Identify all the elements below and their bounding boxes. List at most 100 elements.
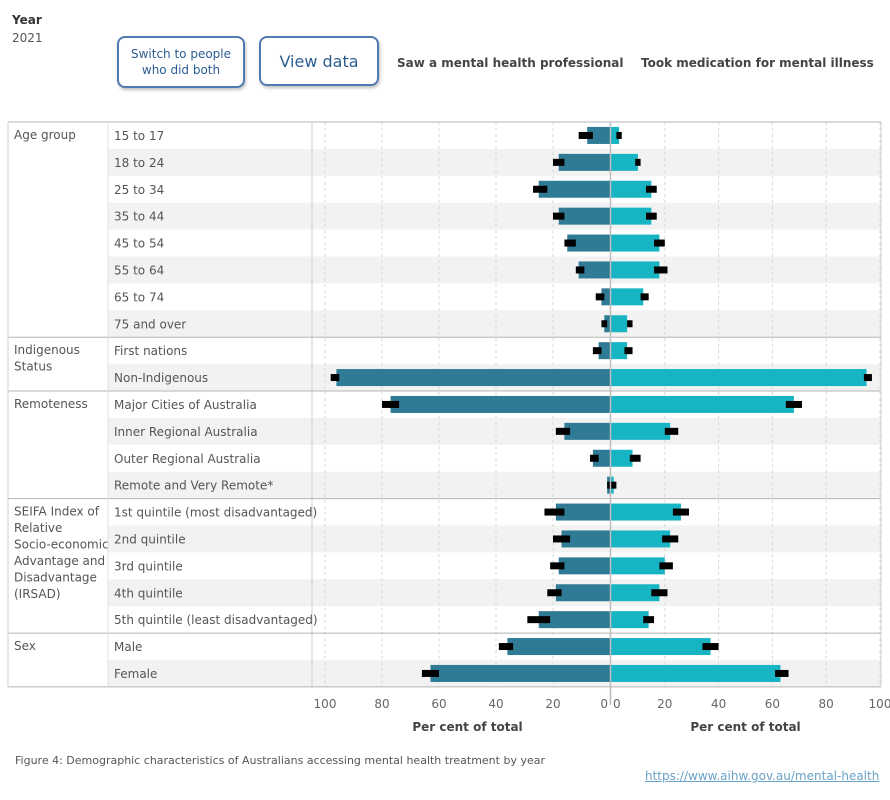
group-label: Age group <box>14 128 76 142</box>
row-band <box>108 202 881 230</box>
left-bar <box>555 584 610 602</box>
left-error-bar <box>564 239 576 247</box>
group-label: Sex <box>14 639 36 653</box>
left-error-bar <box>595 293 605 301</box>
right-bar <box>611 422 671 440</box>
category-label: First nations <box>114 344 187 358</box>
right-bar <box>611 557 665 575</box>
right-error-bar <box>645 185 657 193</box>
category-label: 25 to 34 <box>114 183 164 197</box>
right-error-bar <box>702 643 719 651</box>
left-error-bar <box>555 427 571 435</box>
x-tick-left: 100 <box>314 697 337 711</box>
switch-to-both-button[interactable]: Switch to people who did both <box>117 36 245 88</box>
group-label: Disadvantage <box>14 571 97 585</box>
right-bar <box>611 369 867 387</box>
x-tick-left: 0 <box>600 697 608 711</box>
left-error-bar <box>601 320 608 328</box>
left-error-bar <box>578 131 593 139</box>
left-bar <box>561 530 610 548</box>
right-bar <box>611 395 794 413</box>
right-bar <box>611 449 633 467</box>
right-bar <box>611 530 671 548</box>
group-label: Indigenous <box>14 343 80 357</box>
right-error-bar <box>654 266 668 274</box>
x-tick-right: 80 <box>819 697 834 711</box>
row-band <box>108 148 881 176</box>
right-error-bar <box>863 374 872 382</box>
x-tick-right: 20 <box>657 697 672 711</box>
x-tick-right: 60 <box>765 697 780 711</box>
right-error-bar <box>629 454 641 462</box>
group-label: Advantage and <box>14 554 105 568</box>
left-bar <box>558 153 610 171</box>
right-bar <box>611 180 652 198</box>
left-error-bar <box>533 185 548 193</box>
left-error-bar <box>553 535 571 543</box>
left-error-bar <box>590 454 599 462</box>
group-label: (IRSAD) <box>14 587 61 601</box>
left-bar <box>592 449 610 467</box>
view-data-button[interactable]: View data <box>259 36 379 86</box>
right-bar <box>611 261 660 279</box>
x-tick-left: 40 <box>488 697 503 711</box>
category-label: 18 to 24 <box>114 156 164 170</box>
category-label: 75 and over <box>114 317 186 331</box>
x-tick-left: 60 <box>431 697 446 711</box>
left-error-bar <box>544 508 565 516</box>
category-label: 35 to 44 <box>114 210 164 224</box>
row-band <box>108 471 881 499</box>
left-error-bar <box>550 562 565 570</box>
left-bar <box>601 288 610 306</box>
group-label: SEIFA Index of <box>14 505 100 519</box>
right-bar <box>611 288 644 306</box>
right-bar <box>611 207 652 225</box>
row-band <box>108 417 881 445</box>
left-error-bar <box>553 212 565 220</box>
left-bar <box>587 126 610 144</box>
group-label: Socio-economic <box>14 538 109 552</box>
right-bar <box>611 584 660 602</box>
switch-button-line-2: who did both <box>141 63 221 77</box>
left-bar <box>564 422 610 440</box>
right-error-bar <box>627 320 633 328</box>
row-band <box>108 579 881 607</box>
left-error-bar <box>547 589 562 597</box>
right-error-bar <box>662 535 679 543</box>
category-label: Inner Regional Australia <box>114 425 258 439</box>
category-label: 2nd quintile <box>114 532 186 546</box>
category-label: 45 to 54 <box>114 237 164 251</box>
left-bar <box>598 342 610 360</box>
category-label: 55 to 64 <box>114 263 164 277</box>
source-link[interactable]: https://www.aihw.gov.au/mental-health <box>645 769 880 783</box>
left-bar <box>567 234 610 252</box>
right-error-bar <box>611 481 617 489</box>
category-label: Outer Regional Australia <box>114 452 261 466</box>
right-error-bar <box>651 589 668 597</box>
right-bar <box>611 611 649 629</box>
right-bar <box>611 503 681 521</box>
right-error-bar <box>672 508 690 516</box>
category-label: Major Cities of Australia <box>114 398 257 412</box>
left-panel-title: Saw a mental health professional <box>397 56 624 70</box>
right-bar <box>611 315 628 333</box>
left-error-bar <box>527 616 551 624</box>
left-bar <box>430 664 610 682</box>
diverging-bar-chart: Age group 15 to 17 18 to 24 25 to 34 35 to 4… <box>7 121 890 734</box>
category-label: 3rd quintile <box>114 559 183 573</box>
right-bar <box>611 153 638 171</box>
right-bar <box>611 126 620 144</box>
right-bar <box>611 234 660 252</box>
year-filter-value[interactable]: 2021 <box>12 31 43 45</box>
x-tick-right: 40 <box>711 697 726 711</box>
right-error-bar <box>785 400 802 408</box>
category-label: Non-Indigenous <box>114 371 208 385</box>
x-axis-label-left: Per cent of total <box>412 720 522 734</box>
category-label: 65 to 74 <box>114 290 164 304</box>
year-filter-label: Year <box>12 13 42 27</box>
category-label: 5th quintile (least disadvantaged) <box>114 613 318 627</box>
figure-caption: Figure 4: Demographic characteristics of… <box>15 754 545 767</box>
left-bar <box>558 207 610 225</box>
left-bar <box>507 638 610 656</box>
left-error-bar <box>553 158 565 166</box>
